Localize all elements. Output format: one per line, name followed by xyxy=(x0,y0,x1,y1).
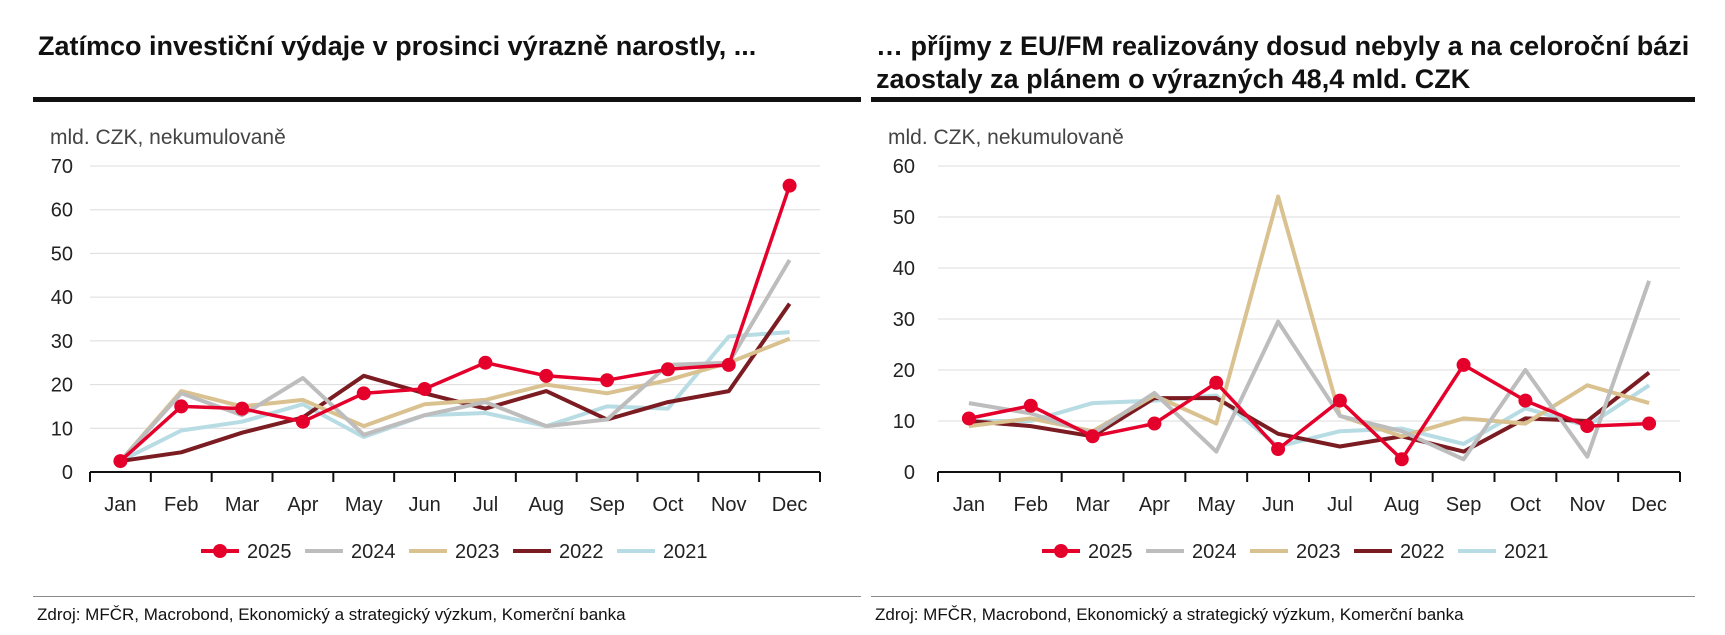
x-tick-label: Aug xyxy=(1384,494,1420,516)
data-point-2025 xyxy=(721,357,736,372)
source-divider xyxy=(33,596,861,597)
y-tick-label: 30 xyxy=(893,309,915,331)
x-tick-label: Sep xyxy=(1446,494,1482,516)
y-tick-label: 20 xyxy=(51,375,73,397)
title-divider xyxy=(871,97,1695,102)
legend-label-2024: 2024 xyxy=(351,541,396,563)
x-tick-label: Jan xyxy=(953,494,985,516)
chart-panel-investment: Zatímco investiční výdaje v prosinci výr… xyxy=(33,0,861,635)
data-point-2025 xyxy=(295,414,310,429)
data-point-2025 xyxy=(1580,419,1595,434)
y-tick-label: 40 xyxy=(51,287,73,309)
data-point-2025 xyxy=(174,399,189,414)
x-tick-label: Jul xyxy=(1327,494,1353,516)
data-point-2025 xyxy=(961,411,976,426)
y-tick-label: 60 xyxy=(893,156,915,178)
legend-label-2024: 2024 xyxy=(1192,541,1237,563)
data-point-2025 xyxy=(235,401,250,416)
x-tick-label: Aug xyxy=(528,494,564,516)
x-tick-label: Nov xyxy=(711,494,747,516)
series-line-2023 xyxy=(118,336,791,463)
x-tick-label: Apr xyxy=(1139,494,1170,516)
y-tick-label: 20 xyxy=(893,360,915,382)
chart-title-line-2: zaostaly za plánem o výrazných 48,4 mld.… xyxy=(876,64,1471,94)
legend-label-2025: 2025 xyxy=(1088,541,1133,563)
data-point-2025 xyxy=(1456,357,1471,372)
line-chart-eu-revenue: mld. CZK, nekumulovaně 0 10 20 30 40 50 60 Jan Fe… xyxy=(888,126,1681,563)
x-tick-label: Mar xyxy=(225,494,260,516)
x-tick-label: Dec xyxy=(1631,494,1667,516)
data-point-2025 xyxy=(1394,452,1409,467)
x-tick-label: Jun xyxy=(1262,494,1294,516)
y-tick-label: 10 xyxy=(51,418,73,440)
legend-label-2022: 2022 xyxy=(559,541,604,563)
series-line-2024 xyxy=(118,258,792,463)
data-point-2025 xyxy=(113,454,128,469)
line-chart-investment: mld. CZK, nekumulovaně 0 10 20 30 40 50 60 70 Jan… xyxy=(50,126,821,563)
legend-label-2021: 2021 xyxy=(1504,541,1549,563)
x-tick-label: Feb xyxy=(1014,494,1048,516)
y-tick-label: 0 xyxy=(62,462,73,484)
chart-title: … příjmy z EU/FM realizovány dosud nebyl… xyxy=(876,30,1689,96)
x-tick-label: May xyxy=(1197,494,1235,516)
y-tick-label: 50 xyxy=(893,207,915,229)
unit-label: mld. CZK, nekumulovaně xyxy=(888,126,1124,149)
data-point-2025 xyxy=(478,355,493,370)
data-point-2025 xyxy=(1147,416,1162,431)
x-tick-label: Apr xyxy=(287,494,318,516)
title-divider xyxy=(33,97,861,102)
data-point-2025 xyxy=(1271,442,1286,457)
chart-panel-eu-revenue: … příjmy z EU/FM realizovány dosud nebyl… xyxy=(871,0,1695,635)
series-line-2025 xyxy=(119,185,792,463)
chart-title: Zatímco investiční výdaje v prosinci výr… xyxy=(38,31,757,61)
y-tick-label: 0 xyxy=(904,462,915,484)
series-line-2021 xyxy=(968,383,1651,449)
source-divider xyxy=(871,596,1695,597)
x-tick-label: Oct xyxy=(1510,494,1542,516)
data-point-2025 xyxy=(1209,375,1224,390)
source-note: Zdroj: MFČR, Macrobond, Ekonomický a str… xyxy=(875,605,1464,624)
x-tick-label: Nov xyxy=(1569,494,1605,516)
legend-label-2022: 2022 xyxy=(1400,541,1445,563)
y-tick-label: 50 xyxy=(51,243,73,265)
data-point-2025 xyxy=(1518,393,1533,408)
x-tick-label: Jan xyxy=(104,494,136,516)
legend-marker-2025 xyxy=(213,544,227,558)
x-tick-label: Jun xyxy=(408,494,440,516)
data-point-2025 xyxy=(660,362,675,377)
legend-label-2023: 2023 xyxy=(455,541,500,563)
data-point-2025 xyxy=(539,368,554,383)
y-tick-label: 70 xyxy=(51,156,73,178)
legend-label-2025: 2025 xyxy=(247,541,292,563)
data-point-2025 xyxy=(1642,416,1657,431)
x-tick-label: May xyxy=(345,494,383,516)
data-point-2025 xyxy=(1332,393,1347,408)
x-tick-label: Jul xyxy=(473,494,499,516)
data-point-2025 xyxy=(356,386,371,401)
y-tick-label: 10 xyxy=(893,411,915,433)
legend-label-2023: 2023 xyxy=(1296,541,1341,563)
data-point-2025 xyxy=(417,381,432,396)
y-tick-label: 30 xyxy=(51,331,73,353)
chart-title-line-1: … příjmy z EU/FM realizovány dosud nebyl… xyxy=(876,31,1690,61)
x-tick-label: Oct xyxy=(652,494,684,516)
y-tick-label: 60 xyxy=(51,200,73,222)
source-note: Zdroj: MFČR, Macrobond, Ekonomický a str… xyxy=(37,605,626,624)
y-tick-label: 40 xyxy=(893,258,915,280)
legend-marker-2025 xyxy=(1054,544,1068,558)
legend-label-2021: 2021 xyxy=(663,541,708,563)
x-tick-label: Dec xyxy=(772,494,808,516)
x-tick-label: Mar xyxy=(1075,494,1110,516)
data-point-2025 xyxy=(1085,429,1100,444)
x-tick-label: Sep xyxy=(589,494,625,516)
data-point-2025 xyxy=(600,373,615,388)
data-point-2025 xyxy=(1023,398,1038,413)
data-point-2025 xyxy=(782,178,797,193)
unit-label: mld. CZK, nekumulovaně xyxy=(50,126,286,149)
series-line-2021 xyxy=(119,330,790,463)
series-line-2025 xyxy=(968,363,1650,462)
x-tick-label: Feb xyxy=(164,494,198,516)
